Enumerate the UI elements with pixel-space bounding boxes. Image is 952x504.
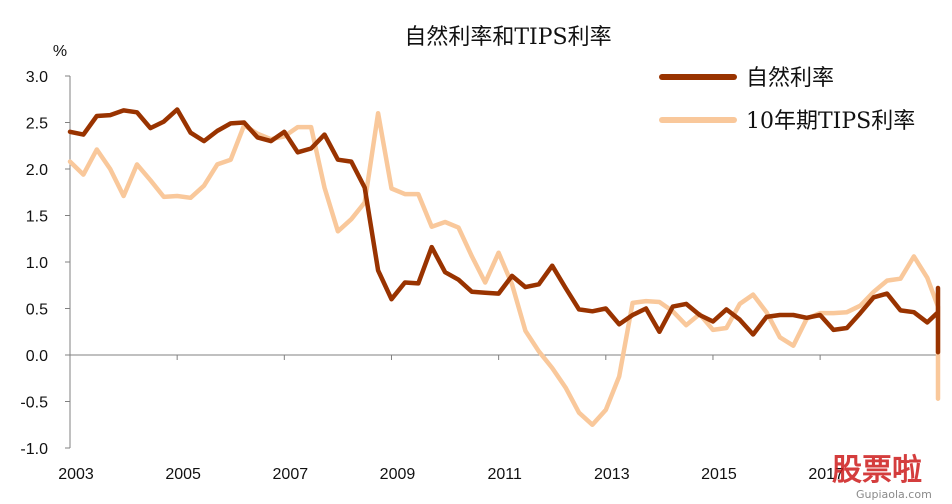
x-tick-label: 2013: [594, 466, 630, 483]
watermark-logo: 股票啦 Gupiaola.com: [832, 453, 932, 501]
y-tick-label: 2.5: [26, 116, 48, 133]
y-tick-label: 1.5: [26, 209, 48, 226]
axes: 3.0 2.5 2.0 1.5 1.0 0.5 0.0 -0.5 -1.0 2003 2005 200…: [20, 69, 938, 483]
x-tick-label: 2009: [380, 466, 416, 483]
legend-label-tips-rate: 10年期TIPS利率: [746, 109, 915, 134]
x-tick-label: 2003: [58, 466, 94, 483]
series-layer: [67, 107, 941, 428]
chart-title: 自然利率和TIPS利率: [404, 25, 611, 50]
y-tick-label: -1.0: [20, 441, 48, 458]
y-tick-label: 0.0: [26, 348, 48, 365]
x-tick-label: 2017: [808, 466, 844, 483]
x-tick-label: 2015: [701, 466, 737, 483]
x-tick-label: 2011: [487, 466, 522, 483]
y-axis-unit-label: %: [53, 43, 67, 60]
x-tick-label: 2005: [165, 466, 201, 483]
watermark-url: Gupiaola.com: [856, 488, 932, 501]
legend-label-natural-rate: 自然利率: [746, 66, 834, 91]
legend: 自然利率 10年期TIPS利率: [659, 66, 915, 134]
y-tick-label: 3.0: [26, 69, 48, 86]
y-tick-label: 1.0: [26, 255, 48, 272]
x-tick-label: 2007: [273, 466, 309, 483]
watermark-text: 股票啦: [832, 453, 922, 488]
series-line-tips-rate: [67, 110, 941, 428]
series-line-natural-rate: [67, 107, 941, 355]
y-tick-label: -0.5: [20, 395, 48, 412]
y-tick-label: 2.0: [26, 162, 48, 179]
y-tick-label: 0.5: [26, 302, 48, 319]
